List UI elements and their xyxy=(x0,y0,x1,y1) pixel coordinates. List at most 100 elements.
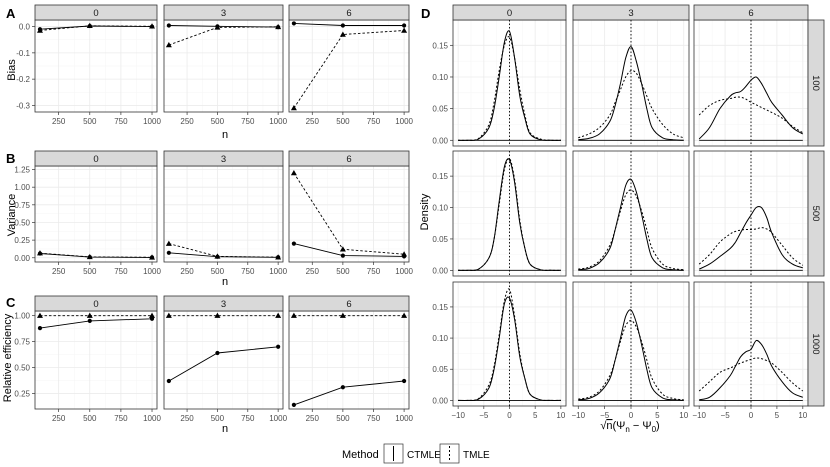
legend-title: Method xyxy=(342,449,379,461)
x-tick-label: 0 xyxy=(749,411,754,420)
facet-strip-label: 6 xyxy=(346,299,351,310)
density-curve-ctmle xyxy=(578,46,684,141)
density-curve-tmle xyxy=(458,157,561,271)
data-point-tmle xyxy=(339,312,346,318)
y-tick-label: 0.10 xyxy=(432,73,448,82)
x-tick-label: 750 xyxy=(367,414,381,423)
x-tick-label: 5 xyxy=(655,411,660,420)
facet-strip-label: 6 xyxy=(346,154,351,165)
x-tick-label: −10 xyxy=(692,411,706,420)
density-curve-tmle xyxy=(578,320,684,401)
data-point-tmle xyxy=(275,23,282,30)
data-point-ctmle xyxy=(166,378,171,384)
facet-strip-label: 0 xyxy=(93,299,98,310)
facet-strip xyxy=(163,295,284,312)
x-tick-label: −5 xyxy=(479,411,489,420)
facet-strip-label: 3 xyxy=(221,299,226,310)
data-point-tmle xyxy=(290,170,297,176)
data-point-tmle xyxy=(275,312,282,318)
data-point-tmle xyxy=(214,312,221,318)
facet-strip-row xyxy=(807,19,825,147)
x-tick-label: 250 xyxy=(52,117,66,126)
density-curve-ctmle xyxy=(458,30,561,141)
data-point-tmle xyxy=(290,105,297,111)
panel-background xyxy=(289,166,409,262)
x-tick-label: 5 xyxy=(775,411,780,420)
y-tick-label: 0.05 xyxy=(432,365,448,374)
data-point-tmle xyxy=(86,22,93,29)
x-tick-label: 250 xyxy=(306,267,320,276)
x-tick-label: 250 xyxy=(306,414,320,423)
facet-strip xyxy=(288,4,410,21)
x-tick-label: 500 xyxy=(211,414,225,423)
y-tick-label: 1.00 xyxy=(14,183,30,192)
density-chart: 00.000.050.100.153 61000.000.050.100.1550… xyxy=(432,4,825,420)
data-point-tmle xyxy=(401,312,408,318)
density-curve-tmle xyxy=(698,96,804,134)
panel-background xyxy=(164,166,283,262)
y-tick-label: -0.1 xyxy=(16,49,30,58)
data-point-tmle xyxy=(86,253,93,260)
y-tick-label: 0.00 xyxy=(14,254,30,263)
y-tick-label: 0.15 xyxy=(432,172,448,181)
panel-background xyxy=(35,311,157,409)
data-point-tmle xyxy=(36,27,43,33)
variance-y-axis-title: Variance xyxy=(6,194,18,237)
variance-chart: 0 250 500 750 1000 0.00 0.25 0.50 0.75 1.00 1.25 3 2… xyxy=(14,150,414,276)
facet-strip-row-label: 500 xyxy=(810,206,821,222)
y-tick-label: 1.25 xyxy=(14,166,30,175)
facet-strip-label: 3 xyxy=(221,8,226,19)
data-point-tmle xyxy=(165,41,172,48)
x-tick-label: 250 xyxy=(180,117,194,126)
x-tick-label: 750 xyxy=(114,267,128,276)
x-tick-label: 750 xyxy=(241,267,255,276)
data-point-tmle xyxy=(149,312,156,318)
data-point-ctmle xyxy=(402,378,407,384)
panel-letter-c: C xyxy=(6,295,16,310)
x-tick-label: 500 xyxy=(211,117,225,126)
y-tick-label: 0.00 xyxy=(432,396,448,405)
density-curve-tmle xyxy=(458,36,561,141)
facet-strip xyxy=(34,4,158,21)
y-tick-label: 0.10 xyxy=(432,204,448,213)
x-tick-label: 750 xyxy=(241,414,255,423)
y-tick-label: -0.2 xyxy=(16,75,30,84)
data-point-ctmle xyxy=(402,23,407,28)
x-tick-label: 1000 xyxy=(143,414,161,423)
data-point-tmle xyxy=(214,24,221,30)
density-curve-tmle xyxy=(578,70,684,139)
relative-efficiency-chart: 0 250 500 750 1000 0.25 0.50 0.75 1.00 3 250 500 750… xyxy=(14,295,414,423)
density-y-axis-title: Density xyxy=(419,193,431,230)
efficiency-x-axis-title: n xyxy=(222,423,228,435)
facet-strip xyxy=(288,295,410,312)
x-tick-label: 1000 xyxy=(395,414,413,423)
data-point-ctmle xyxy=(166,23,171,28)
facet-strip-label: 6 xyxy=(346,8,351,19)
x-tick-label: −10 xyxy=(451,411,465,420)
bias-chart: 0 250 500 750 1000 0.0 -0.1 -0.2 -0.3 3 250 500 750 1… xyxy=(16,4,414,126)
density-curve-ctmle xyxy=(698,76,804,140)
x-tick-label: 1000 xyxy=(395,267,413,276)
efficiency-y-axis-title: Relative efficiency xyxy=(2,313,14,402)
data-point-ctmle xyxy=(291,21,296,26)
legend-key-tmle xyxy=(439,443,460,464)
facet-strip-row-label: 100 xyxy=(810,75,821,91)
y-tick-label: 0.75 xyxy=(14,201,30,210)
legend-label-tmle: TMLE xyxy=(463,450,490,461)
x-tick-label: 500 xyxy=(336,267,350,276)
y-tick-label: 0.0 xyxy=(19,23,31,32)
x-tick-label: 1000 xyxy=(143,117,161,126)
x-tick-label: 750 xyxy=(114,117,128,126)
x-tick-label: 500 xyxy=(336,414,350,423)
density-curve-ctmle xyxy=(578,178,684,271)
y-tick-label: 0.25 xyxy=(14,389,30,398)
data-point-ctmle xyxy=(340,385,345,390)
y-tick-label: 0.15 xyxy=(432,41,448,50)
x-tick-label: −10 xyxy=(571,411,585,420)
data-point-ctmle xyxy=(291,241,296,246)
legend-label-ctmle: CTMLE xyxy=(407,450,441,461)
facet-strip-row-label: 1000 xyxy=(810,333,821,354)
data-point-tmle xyxy=(339,246,346,252)
facet-strip xyxy=(34,150,158,167)
